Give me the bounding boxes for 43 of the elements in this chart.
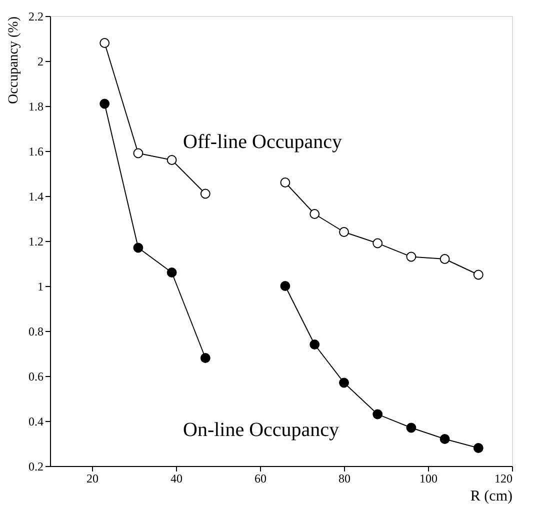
x-tick-label: 20 [86,472,98,486]
y-tick-label: 2.2 [28,10,44,24]
point [100,38,110,48]
x-tick-label: 120 [494,472,512,486]
x-tick-label: 40 [170,472,182,486]
point [310,340,320,350]
y-tick-label: 1.4 [28,190,44,204]
x-tick-label: 100 [420,472,438,486]
y-tick-label: 0.2 [28,460,44,474]
point [133,148,144,158]
point [166,155,177,165]
annotation: Off-line Occupancy [183,131,342,153]
y-tick-label: 1.2 [28,234,44,248]
point [166,268,177,278]
point [473,270,484,280]
point [280,281,290,291]
y-axis-title: Occupancy (%) [6,16,22,104]
point [440,254,450,264]
point [406,422,416,433]
x-axis-title: R (cm) [470,488,512,504]
y-tick-label: 1.8 [28,100,44,114]
point [372,409,383,420]
point [100,98,110,109]
x-tick-label: 60 [254,472,266,486]
point [200,353,210,363]
y-tick-label: 1 [38,280,44,294]
y-tick-label: 2 [38,54,44,68]
point [133,242,144,253]
point [280,178,290,188]
y-tick-label: 1.6 [28,144,44,158]
point [339,227,349,237]
point [372,238,383,248]
point [406,252,416,262]
point [310,209,320,219]
point [200,188,210,199]
y-tick-label: 0.8 [28,324,44,338]
point [440,434,450,444]
point [339,378,349,388]
point [473,443,484,453]
x-tick-label: 80 [338,472,350,486]
annotation: On-line Occupancy [183,419,340,441]
y-tick-label: 0.4 [28,414,44,428]
y-tick-label: 0.6 [28,370,44,384]
